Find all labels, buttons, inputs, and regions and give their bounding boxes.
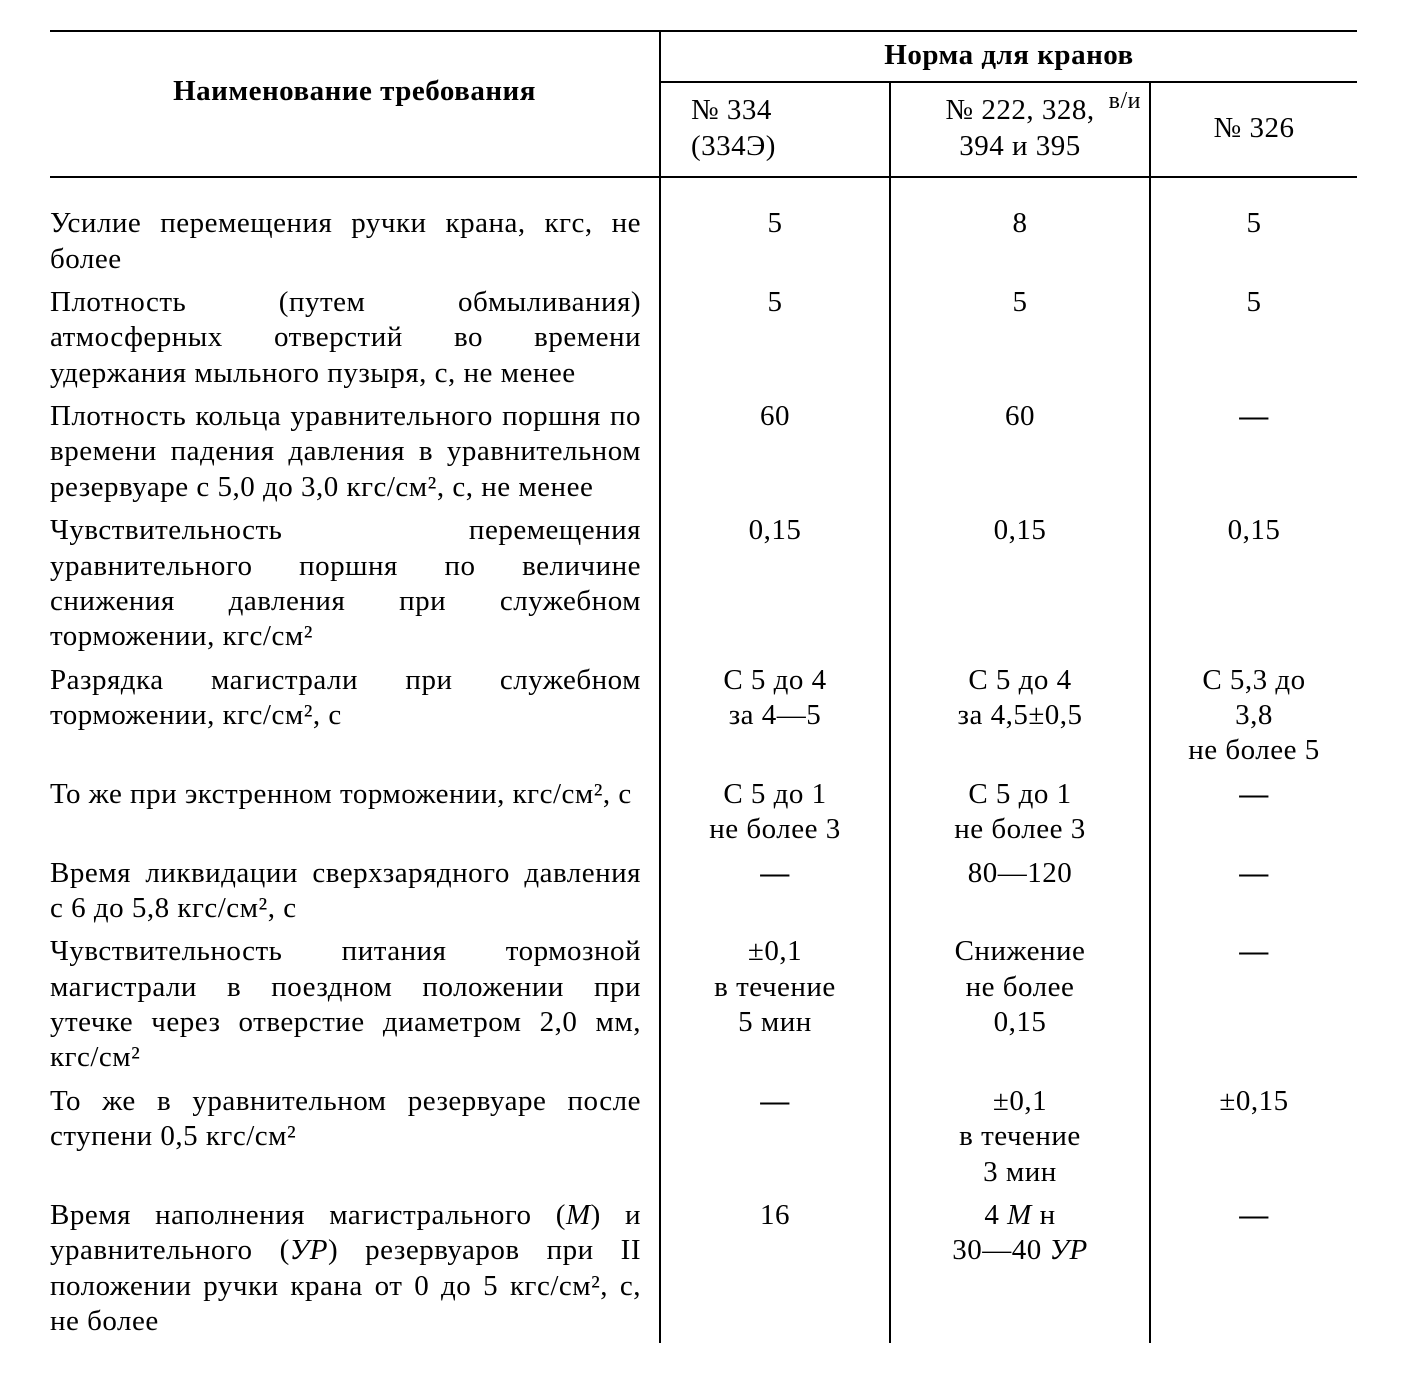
- header-col2-line1: № 222, 328,: [945, 94, 1094, 126]
- header-requirement: Наименование требования: [50, 31, 660, 177]
- value-cell-col3: 5: [1150, 281, 1357, 395]
- value-cell-col3: ±0,15: [1150, 1080, 1357, 1194]
- value-cell-col2: 4 М н 30—40 УР: [890, 1194, 1150, 1344]
- value-cell-col2: Снижениене более0,15: [890, 930, 1150, 1080]
- header-col1-line2: (334Э): [691, 130, 776, 162]
- header-col2-annot: в/и: [1109, 87, 1141, 116]
- requirement-cell: Чувствительность перемещения уравнительн…: [50, 509, 660, 659]
- value-cell-col3: —: [1150, 852, 1357, 931]
- value-cell-col2: 0,15: [890, 509, 1150, 659]
- value-cell-col2: С 5 до 1не более 3: [890, 773, 1150, 852]
- value-cell-col1: 0,15: [660, 509, 890, 659]
- table-row: Чувствительность перемещения уравнительн…: [50, 509, 1357, 659]
- table-header-row-1: Наименование требования Норма для кранов: [50, 31, 1357, 82]
- value-cell-col1: 5: [660, 202, 890, 281]
- table-row: Усилие перемещения ручки крана, кгс, не …: [50, 202, 1357, 281]
- value-cell-col1: —: [660, 1080, 890, 1194]
- table-row: Плотность (путем обмыливания) атмосферны…: [50, 281, 1357, 395]
- table-row: Плотность кольца уравнительного поршня п…: [50, 395, 1357, 509]
- header-col3-text: № 326: [1214, 112, 1295, 144]
- requirement-cell: Время ликвидации сверхзарядного давления…: [50, 852, 660, 931]
- value-cell-col2: С 5 до 4за 4,5±0,5: [890, 659, 1150, 773]
- value-cell-col3: 5: [1150, 202, 1357, 281]
- value-cell-col1: —: [660, 852, 890, 931]
- spacer-row: [50, 177, 1357, 202]
- value-cell-col3: 0,15: [1150, 509, 1357, 659]
- value-cell-col2: 80—120: [890, 852, 1150, 931]
- header-col3: № 326: [1150, 82, 1357, 177]
- table-row: Чувствительность питания тормозной магис…: [50, 930, 1357, 1080]
- table-row: То же при экстренном торможении, кгс/см²…: [50, 773, 1357, 852]
- requirement-cell: Усилие перемещения ручки крана, кгс, не …: [50, 202, 660, 281]
- value-cell-col3: —: [1150, 1194, 1357, 1344]
- value-cell-col2: 5: [890, 281, 1150, 395]
- table-row: То же в уравнительном резервуаре после с…: [50, 1080, 1357, 1194]
- requirement-cell: Время наполнения магистрального (М) и ур…: [50, 1194, 660, 1344]
- value-cell-col3: —: [1150, 930, 1357, 1080]
- header-col2: в/и № 222, 328, 394 и 395: [890, 82, 1150, 177]
- requirement-cell: Разрядка магистрали при служебном тормож…: [50, 659, 660, 773]
- table-row: Время наполнения магистрального (М) и ур…: [50, 1194, 1357, 1344]
- requirement-cell: Плотность (путем обмыливания) атмосферны…: [50, 281, 660, 395]
- value-cell-col1: 60: [660, 395, 890, 509]
- table-row: Время ликвидации сверхзарядного давления…: [50, 852, 1357, 931]
- header-col2-line2: 394 и 395: [959, 130, 1081, 162]
- requirement-cell: Плотность кольца уравнительного поршня п…: [50, 395, 660, 509]
- header-col1-line1: № 334: [691, 94, 772, 126]
- page: Наименование требования Норма для кранов…: [0, 0, 1407, 1393]
- requirements-table: Наименование требования Норма для кранов…: [50, 30, 1357, 1343]
- value-cell-col1: 16: [660, 1194, 890, 1344]
- value-cell-col3: С 5,3 до3,8не более 5: [1150, 659, 1357, 773]
- header-col1: № 334 (334Э): [660, 82, 890, 177]
- value-cell-col3: —: [1150, 395, 1357, 509]
- value-cell-col2: ±0,1в течение3 мин: [890, 1080, 1150, 1194]
- value-cell-col1: 5: [660, 281, 890, 395]
- value-cell-col1: С 5 до 4за 4—5: [660, 659, 890, 773]
- table-row: Разрядка магистрали при служебном тормож…: [50, 659, 1357, 773]
- requirement-cell: То же в уравнительном резервуаре после с…: [50, 1080, 660, 1194]
- value-cell-col1: ±0,1в течение5 мин: [660, 930, 890, 1080]
- header-group-title: Норма для кранов: [660, 31, 1357, 82]
- value-cell-col2: 8: [890, 202, 1150, 281]
- value-cell-col1: С 5 до 1не более 3: [660, 773, 890, 852]
- requirement-cell: Чувствительность питания тормозной магис…: [50, 930, 660, 1080]
- value-cell-col3: —: [1150, 773, 1357, 852]
- value-cell-col2: 60: [890, 395, 1150, 509]
- requirement-cell: То же при экстренном торможении, кгс/см²…: [50, 773, 660, 852]
